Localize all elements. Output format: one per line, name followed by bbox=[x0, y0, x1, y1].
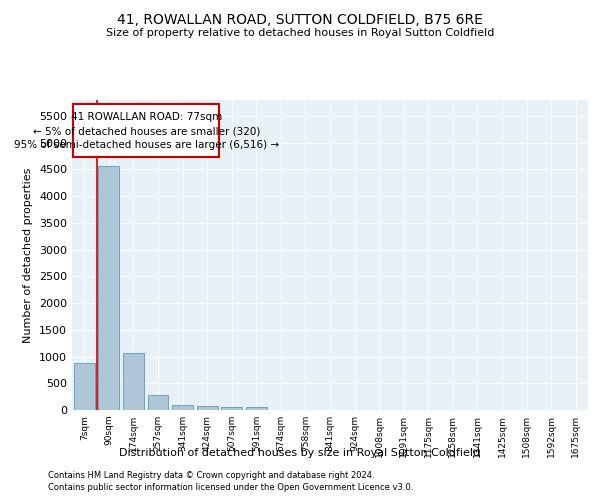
Bar bbox=[98, 166, 119, 410]
Text: 95% of semi-detached houses are larger (6,516) →: 95% of semi-detached houses are larger (… bbox=[14, 140, 279, 150]
Text: 41, ROWALLAN ROAD, SUTTON COLDFIELD, B75 6RE: 41, ROWALLAN ROAD, SUTTON COLDFIELD, B75… bbox=[117, 12, 483, 26]
Bar bbox=[246, 408, 267, 410]
Text: Contains public sector information licensed under the Open Government Licence v3: Contains public sector information licen… bbox=[48, 484, 413, 492]
Bar bbox=[172, 405, 193, 410]
Text: ← 5% of detached houses are smaller (320): ← 5% of detached houses are smaller (320… bbox=[32, 126, 260, 136]
FancyBboxPatch shape bbox=[73, 104, 220, 157]
Bar bbox=[123, 354, 144, 410]
Y-axis label: Number of detached properties: Number of detached properties bbox=[23, 168, 34, 342]
Bar bbox=[197, 406, 218, 410]
Text: Size of property relative to detached houses in Royal Sutton Coldfield: Size of property relative to detached ho… bbox=[106, 28, 494, 38]
Text: Distribution of detached houses by size in Royal Sutton Coldfield: Distribution of detached houses by size … bbox=[119, 448, 481, 458]
Bar bbox=[148, 394, 169, 410]
Text: 41 ROWALLAN ROAD: 77sqm: 41 ROWALLAN ROAD: 77sqm bbox=[71, 112, 222, 122]
Bar bbox=[74, 363, 95, 410]
Text: Contains HM Land Registry data © Crown copyright and database right 2024.: Contains HM Land Registry data © Crown c… bbox=[48, 471, 374, 480]
Bar bbox=[221, 407, 242, 410]
